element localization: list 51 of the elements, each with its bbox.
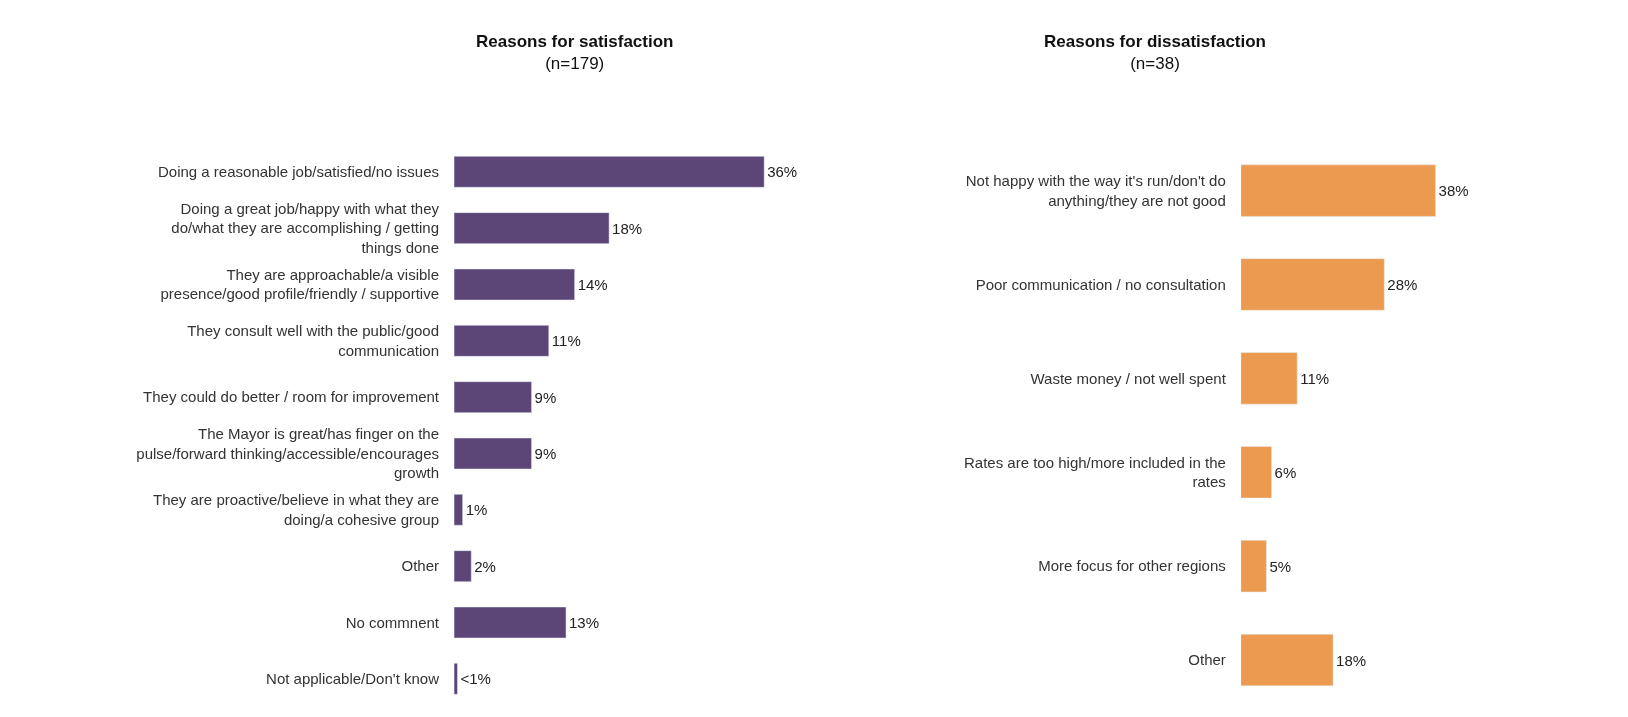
data-label: 28% <box>1387 275 1418 293</box>
chart-subtitle: (n=38) <box>1130 54 1180 74</box>
bar <box>454 212 610 244</box>
bar <box>454 325 550 357</box>
data-label: 18% <box>612 219 643 237</box>
y-tick-label: Other <box>1188 651 1226 669</box>
data-label: 5% <box>1269 557 1292 575</box>
data-label: 9% <box>534 445 557 462</box>
bar <box>1240 446 1272 499</box>
bar <box>454 268 575 301</box>
y-tick-label: They are proactive/believe in what they are doing/a cohesive group <box>153 491 440 528</box>
y-tick-label: Poor communication / no consultation <box>975 275 1226 293</box>
bar <box>1240 164 1436 217</box>
chart-subtitle: (n=179) <box>545 54 605 74</box>
y-tick-label: Doing a great job/happy with what they do/what they are accomplishing / getting things done <box>171 199 440 256</box>
data-label: 14% <box>577 275 608 293</box>
bar <box>454 550 472 582</box>
data-label: 11% <box>551 332 581 350</box>
bar <box>454 437 532 470</box>
data-label: 13% <box>569 614 600 631</box>
bar <box>454 156 765 188</box>
data-label: 9% <box>534 388 557 406</box>
data-label: 18% <box>1336 651 1367 669</box>
y-tick-label: They could do better / room for improvement <box>143 388 440 406</box>
y-tick-label: More focus for other regions <box>1038 557 1226 575</box>
data-label: 11% <box>1300 369 1330 387</box>
bar <box>1240 352 1298 405</box>
y-tick-label: Doing a reasonable job/satisfied/no issues <box>158 163 440 181</box>
data-label: 6% <box>1274 463 1297 481</box>
bar <box>454 606 567 639</box>
chart-title: Reasons for satisfaction <box>476 32 674 51</box>
y-tick-label: The Mayor is great/has finger on the pulse/forward thinking/accessible/encourages growth <box>136 425 440 482</box>
y-tick-label: No commnent <box>345 613 440 631</box>
bar <box>1240 633 1334 687</box>
y-tick-label: Waste money / not well spent <box>1030 369 1227 387</box>
data-label: <1% <box>460 670 491 688</box>
y-tick-label: They consult well with the public/good communication <box>187 322 440 359</box>
y-tick-label: Not applicable/Don't know <box>266 670 440 688</box>
bar <box>1240 540 1267 593</box>
bar <box>454 494 463 526</box>
data-label: 2% <box>474 557 496 575</box>
data-label: 38% <box>1438 182 1469 200</box>
data-label: 36% <box>767 163 798 181</box>
bar <box>454 381 532 413</box>
y-tick-label: Not happy with the way it's run/don't do anything/they are not good <box>965 172 1226 209</box>
y-tick-label: They are approachable/a visible presence/good profile/friendly / supportive <box>160 265 440 303</box>
bar <box>1240 258 1385 311</box>
y-tick-label: Other <box>401 557 440 575</box>
chart-title: Reasons for dissatisfaction <box>1044 32 1267 51</box>
data-label: 1% <box>465 501 488 519</box>
y-tick-label: Rates are too high/more included in the rates <box>963 453 1226 491</box>
